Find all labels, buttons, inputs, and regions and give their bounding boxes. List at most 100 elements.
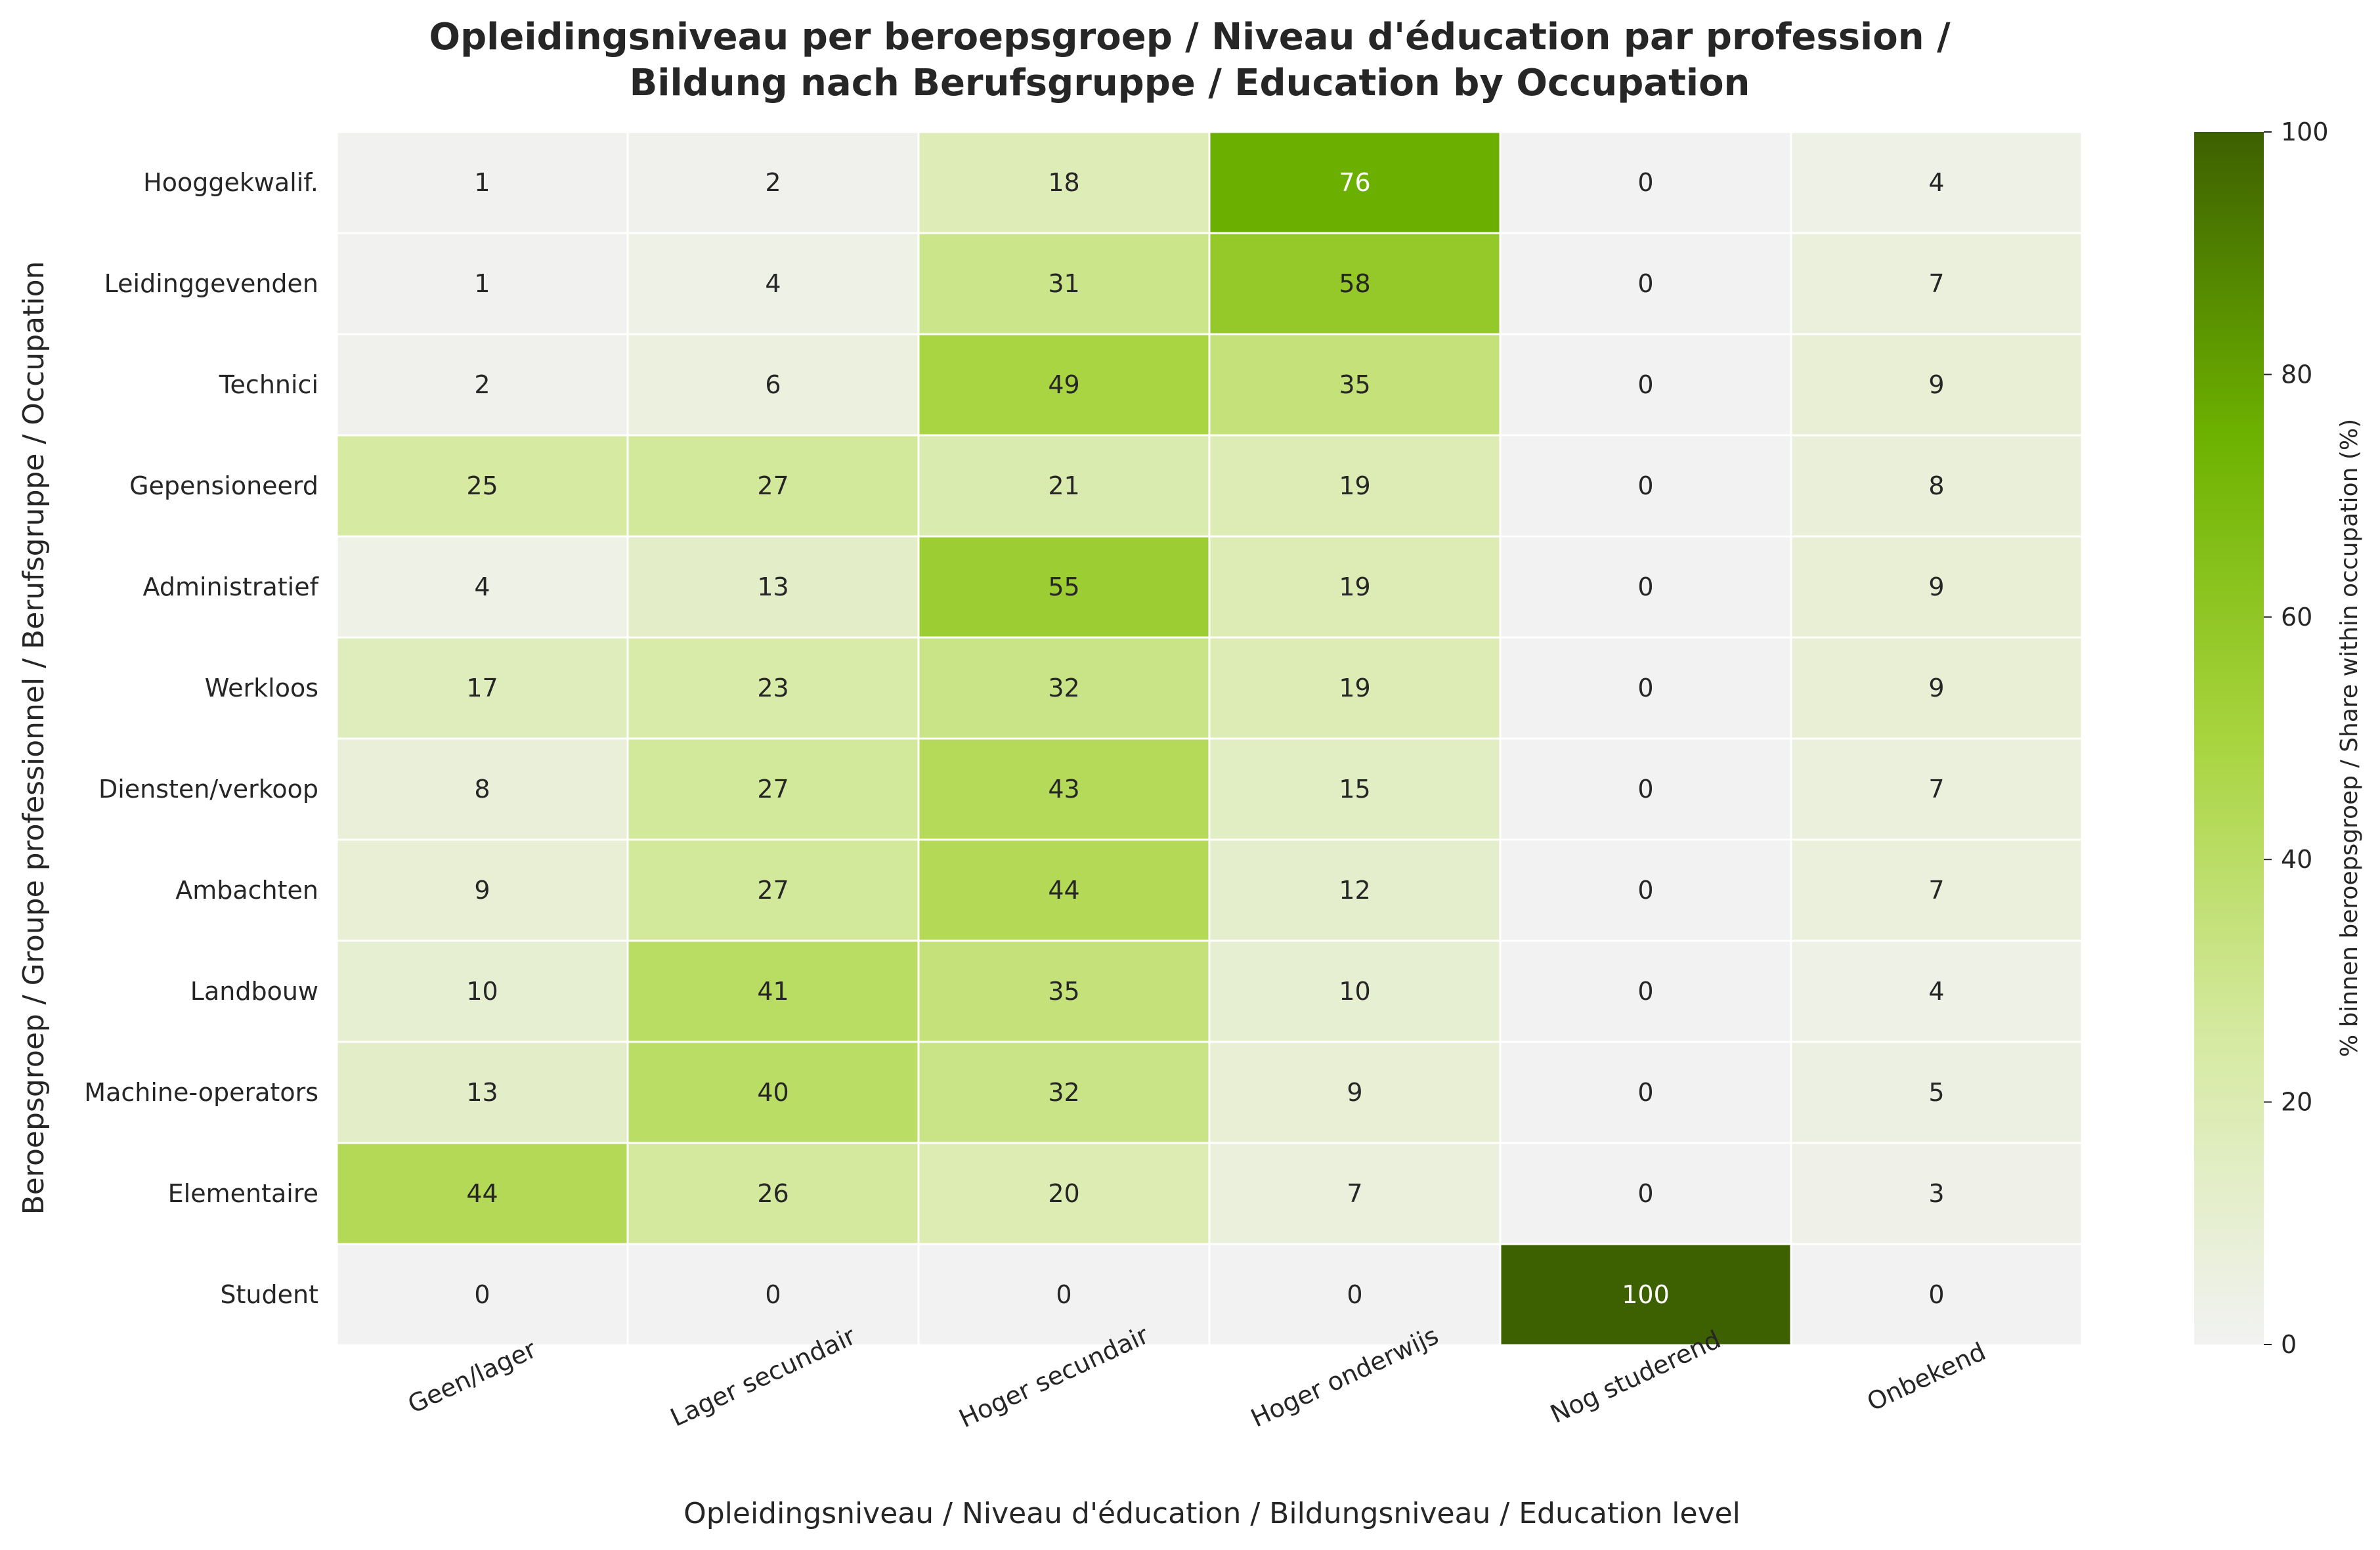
cell-value-label: 25 <box>466 471 498 500</box>
heatmap-cell-technici-nog-studerend <box>1499 333 1792 437</box>
colorbar-label: % binnen beroepsgroep / Share within occ… <box>2336 419 2363 1057</box>
colorbar-tick-label: 0 <box>2281 1330 2297 1359</box>
cell-value-label: 0 <box>1637 269 1653 298</box>
y-tick-ambachten: Ambachten <box>175 876 318 905</box>
heatmap-cell-student-hoger-onderwijs <box>1208 1243 1502 1346</box>
heatmap-cell-student-onbekend <box>1790 1243 2083 1346</box>
y-tick-elementaire: Elementaire <box>168 1179 318 1208</box>
heatmap-cell-gepensioneerd-nog-studerend <box>1499 434 1792 538</box>
cell-value-label: 10 <box>466 977 498 1006</box>
heatmap-cell-ambachten-hoger-onderwijs <box>1208 838 1502 942</box>
cell-value-label: 0 <box>1637 977 1653 1006</box>
cell-value-label: 35 <box>1048 977 1079 1006</box>
cell-value-label: 27 <box>757 775 789 804</box>
heatmap-cell-technici-geen-lager <box>335 333 629 437</box>
cell-value-label: 58 <box>1339 269 1370 298</box>
cell-value-label: 7 <box>1928 775 1944 804</box>
cell-value-label: 55 <box>1048 572 1079 601</box>
heatmap-cell-werkloos-geen-lager <box>335 636 629 740</box>
cell-value-label: 0 <box>1637 775 1653 804</box>
heatmap-cell-werkloos-nog-studerend <box>1499 636 1792 740</box>
heatmap-cell-administratief-nog-studerend <box>1499 535 1792 639</box>
cell-value-label: 0 <box>1637 674 1653 702</box>
heatmap-cell-labels: 1 2 18 76 0 41 4 31 58 0 72 6 49 35 0 925 27 21 19 0 84 13 55 1… <box>466 168 1944 1309</box>
y-tick-student: Student <box>220 1280 318 1309</box>
heatmap-cell-hooggekwalif-geen-lager <box>335 131 629 234</box>
cell-value-label: 44 <box>466 1179 498 1208</box>
cell-value-label: 19 <box>1339 471 1370 500</box>
cell-value-label: 4 <box>765 269 781 298</box>
cell-value-label: 0 <box>1637 876 1653 905</box>
x-axis-label: Opleidingsniveau / Niveau d'éducation / … <box>683 1497 1741 1530</box>
cell-value-label: 0 <box>1637 471 1653 500</box>
heatmap-cell-administratief-geen-lager <box>335 535 629 639</box>
heatmap-cell-administratief-onbekend <box>1790 535 2083 639</box>
cell-value-label: 7 <box>1928 876 1944 905</box>
chart-title-line-1: Opleidingsniveau per beroepsgroep / Nive… <box>429 16 1951 58</box>
cell-value-label: 9 <box>1928 674 1944 702</box>
cell-value-label: 4 <box>474 572 490 601</box>
cell-value-label: 8 <box>474 775 490 804</box>
cell-value-label: 7 <box>1347 1179 1362 1208</box>
cell-value-label: 12 <box>1339 876 1370 905</box>
y-axis-label: Beroepsgroep / Groupe professionnel / Be… <box>17 261 51 1215</box>
y-tick-werkloos: Werkloos <box>205 674 318 702</box>
heatmap-cells <box>335 131 2083 1346</box>
heatmap-cell-administratief-hoger-onderwijs <box>1208 535 1502 639</box>
cell-value-label: 0 <box>765 1280 781 1309</box>
cell-value-label: 40 <box>757 1078 789 1107</box>
cell-value-label: 10 <box>1339 977 1370 1006</box>
heatmap-cell-diensten-verkoop-geen-lager <box>335 737 629 841</box>
cell-value-label: 1 <box>474 168 490 197</box>
colorbar <box>2194 132 2264 1345</box>
cell-value-label: 7 <box>1928 269 1944 298</box>
heatmap-cell-ambachten-onbekend <box>1790 838 2083 942</box>
cell-value-label: 49 <box>1048 370 1079 399</box>
cell-value-label: 0 <box>1637 168 1653 197</box>
heatmap-cell-landbouw-geen-lager <box>335 939 629 1043</box>
cell-value-label: 2 <box>765 168 781 197</box>
cell-value-label: 0 <box>1637 1179 1653 1208</box>
chart-title-line-2: Bildung nach Berufsgruppe / Education by… <box>630 62 1750 104</box>
heatmap-cell-technici-onbekend <box>1790 333 2083 437</box>
cell-value-label: 32 <box>1048 674 1079 702</box>
y-tick-hooggekwalif: Hooggekwalif. <box>143 168 318 197</box>
cell-value-label: 9 <box>1928 572 1944 601</box>
heatmap-cell-diensten-verkoop-hoger-onderwijs <box>1208 737 1502 841</box>
heatmap-cell-student-lager-secundair <box>626 1243 920 1346</box>
heatmap-cell-landbouw-onbekend <box>1790 939 2083 1043</box>
cell-value-label: 43 <box>1048 775 1079 804</box>
y-tick-leidinggevenden: Leidinggevenden <box>104 269 318 298</box>
heatmap-cell-landbouw-hoger-secundair <box>917 939 1211 1043</box>
y-tick-labels: Hooggekwalif. Leidinggevenden Technici Gepe… <box>84 168 319 1309</box>
heatmap-cell-administratief-hoger-secundair <box>917 535 1211 639</box>
heatmap-cell-student-geen-lager <box>335 1243 629 1346</box>
heatmap-cell-landbouw-nog-studerend <box>1499 939 1792 1043</box>
colorbar-ticks: 0 20 40 60 80 100 <box>2264 118 2329 1359</box>
cell-value-label: 9 <box>1928 370 1944 399</box>
cell-value-label: 21 <box>1048 471 1079 500</box>
colorbar-tick-label: 80 <box>2281 360 2312 389</box>
cell-value-label: 44 <box>1048 876 1079 905</box>
colorbar-tick-label: 100 <box>2281 118 2329 146</box>
y-tick-technici: Technici <box>219 370 318 399</box>
cell-value-label: 5 <box>1928 1078 1944 1107</box>
heatmap-cell-diensten-verkoop-onbekend <box>1790 737 2083 841</box>
cell-value-label: 4 <box>1928 168 1944 197</box>
cell-value-label: 0 <box>1637 370 1653 399</box>
heatmap-cell-werkloos-onbekend <box>1790 636 2083 740</box>
heatmap-cell-technici-hoger-onderwijs <box>1208 333 1502 437</box>
cell-value-label: 13 <box>757 572 789 601</box>
cell-value-label: 41 <box>757 977 789 1006</box>
heatmap-cell-gepensioneerd-onbekend <box>1790 434 2083 538</box>
y-tick-diensten-verkoop: Diensten/verkoop <box>98 775 318 804</box>
cell-value-label: 27 <box>757 876 789 905</box>
cell-value-label: 9 <box>474 876 490 905</box>
cell-value-label: 8 <box>1928 471 1944 500</box>
cell-value-label: 17 <box>466 674 498 702</box>
cell-value-label: 100 <box>1622 1280 1670 1309</box>
heatmap-cell-gepensioneerd-lager-secundair <box>626 434 920 538</box>
cell-value-label: 0 <box>1347 1280 1362 1309</box>
heatmap-cell-elementaire-geen-lager <box>335 1142 629 1245</box>
